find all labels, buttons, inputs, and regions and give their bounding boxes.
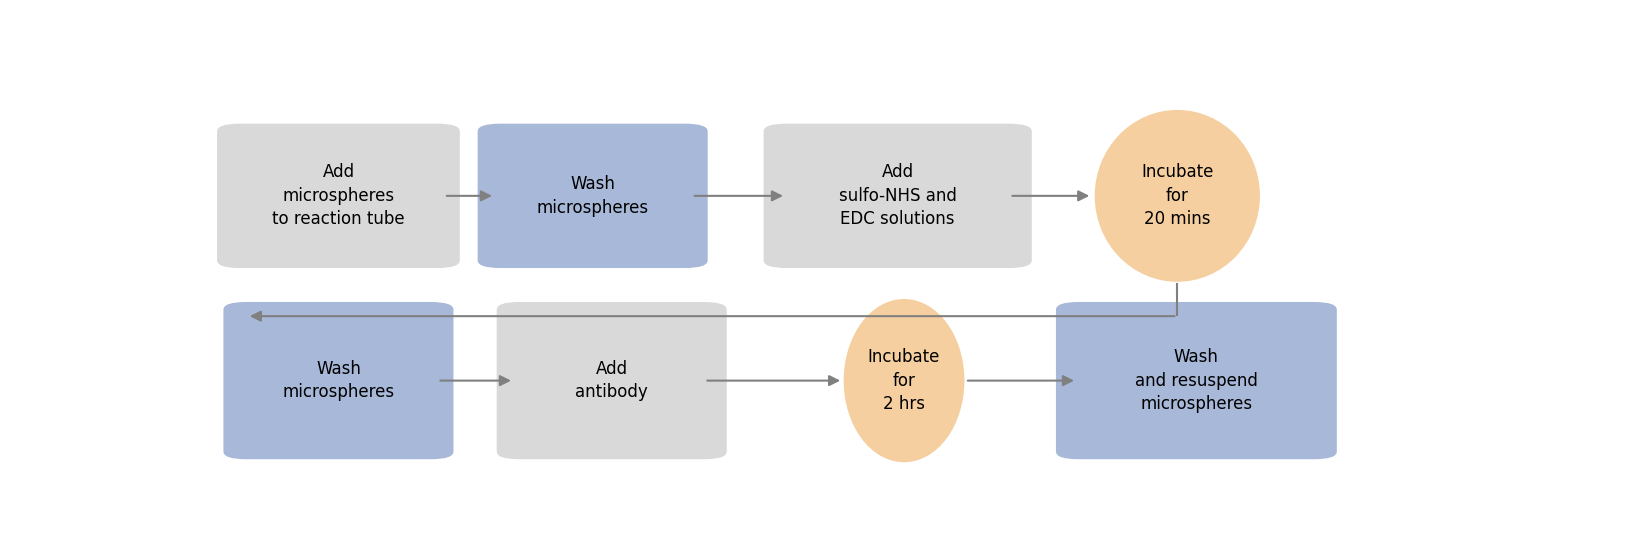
Text: Incubate
for
20 mins: Incubate for 20 mins [1141,163,1213,228]
Text: Wash
and resuspend
microspheres: Wash and resuspend microspheres [1134,348,1257,413]
FancyBboxPatch shape [223,302,454,459]
Ellipse shape [842,299,964,462]
Text: Wash
microspheres: Wash microspheres [282,360,395,401]
FancyBboxPatch shape [764,124,1031,268]
FancyBboxPatch shape [216,124,459,268]
Text: Incubate
for
2 hrs: Incubate for 2 hrs [867,348,939,413]
Ellipse shape [1095,110,1259,282]
FancyBboxPatch shape [497,302,726,459]
Text: Add
sulfo-NHS and
EDC solutions: Add sulfo-NHS and EDC solutions [838,163,956,228]
FancyBboxPatch shape [477,124,708,268]
Text: Add
antibody: Add antibody [575,360,647,401]
Text: Wash
microspheres: Wash microspheres [536,175,649,217]
FancyBboxPatch shape [1056,302,1336,459]
Text: Add
microspheres
to reaction tube: Add microspheres to reaction tube [272,163,405,228]
